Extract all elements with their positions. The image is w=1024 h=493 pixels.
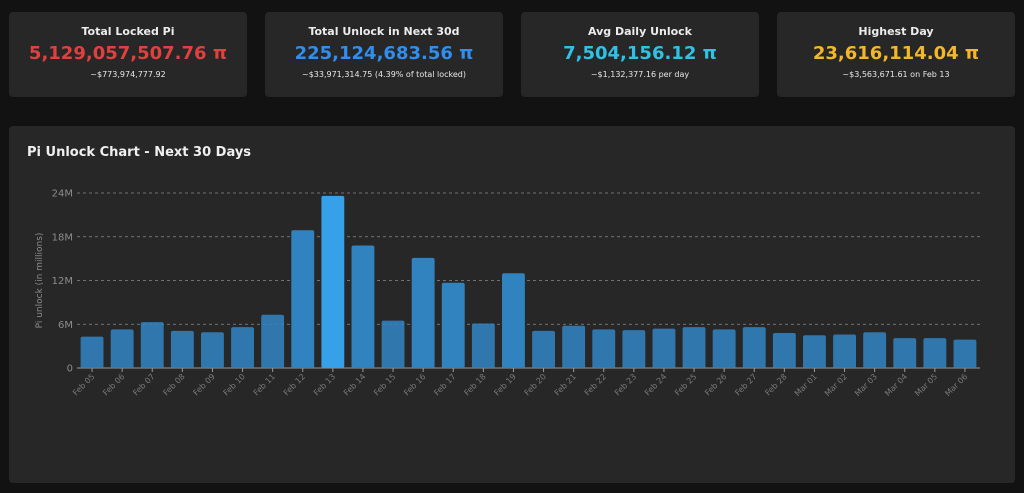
x-tick-label: Feb 26 bbox=[703, 372, 728, 397]
stats-row: Total Locked Pi 5,129,057,507.76 π ~$773… bbox=[9, 12, 1015, 97]
bar bbox=[140, 322, 164, 368]
x-tick-label: Feb 21 bbox=[553, 372, 578, 397]
x-tick-label: Feb 19 bbox=[492, 372, 517, 397]
x-tick-label: Mar 02 bbox=[823, 372, 849, 398]
x-tick-label: Feb 28 bbox=[763, 372, 788, 397]
stat-subtext: ~$1,132,377.16 per day bbox=[590, 70, 690, 79]
stat-title: Avg Daily Unlock bbox=[587, 25, 693, 38]
bar bbox=[682, 327, 706, 368]
bar bbox=[803, 335, 826, 368]
bar bbox=[953, 339, 977, 368]
y-tick-label: 12M bbox=[52, 276, 73, 287]
chart-panel: Pi Unlock Chart - Next 30 Days 0 6M 12M 18M… bbox=[9, 126, 1015, 483]
x-tick-label: Mar 04 bbox=[883, 372, 909, 398]
bar bbox=[411, 257, 435, 368]
x-tick-label: Feb 14 bbox=[342, 372, 367, 397]
x-tick-label: Feb 25 bbox=[673, 372, 698, 397]
bar bbox=[471, 323, 495, 368]
stat-subtext: ~$3,563,671.61 on Feb 13 bbox=[842, 70, 950, 79]
x-tick-label: Feb 18 bbox=[462, 372, 487, 397]
stat-title: Total Locked Pi bbox=[81, 25, 175, 38]
bar bbox=[321, 195, 345, 368]
x-tick-label: Mar 01 bbox=[793, 372, 819, 398]
x-tick-label: Feb 10 bbox=[222, 372, 247, 397]
x-tick-label: Feb 27 bbox=[733, 372, 758, 397]
x-tick-label: Feb 24 bbox=[643, 372, 668, 397]
bar bbox=[291, 230, 315, 368]
y-axis-label: Pi unlock (in millions) bbox=[35, 233, 45, 329]
y-tick-label: 24M bbox=[52, 189, 73, 200]
x-tick-label: Feb 05 bbox=[71, 372, 96, 397]
stat-value: 225,124,683.56 π bbox=[294, 43, 474, 64]
x-tick-label: Feb 08 bbox=[161, 372, 186, 397]
x-tick-label: Feb 20 bbox=[523, 372, 548, 397]
bar bbox=[441, 282, 465, 368]
x-tick-label: Feb 22 bbox=[583, 372, 608, 397]
bar bbox=[923, 338, 947, 368]
bar bbox=[622, 330, 646, 368]
stat-card-highest-day: Highest Day 23,616,114.04 π ~$3,563,671.… bbox=[777, 12, 1015, 97]
y-tick-label: 6M bbox=[58, 320, 73, 331]
stat-card-total-locked: Total Locked Pi 5,129,057,507.76 π ~$773… bbox=[9, 12, 247, 97]
x-tick-label: Feb 06 bbox=[101, 372, 126, 397]
x-tick-label: Feb 23 bbox=[613, 372, 638, 397]
x-tick-label: Feb 16 bbox=[402, 372, 427, 397]
y-tick-label: 18M bbox=[52, 232, 73, 243]
x-tick-label: Mar 05 bbox=[913, 372, 939, 398]
bar bbox=[893, 338, 917, 368]
bar bbox=[381, 320, 405, 368]
stat-subtext: ~$773,974,777.92 bbox=[90, 70, 166, 79]
bar bbox=[772, 333, 796, 368]
bar bbox=[110, 329, 134, 368]
y-tick-label: 0 bbox=[67, 364, 73, 375]
bar bbox=[833, 334, 856, 368]
bar bbox=[592, 329, 616, 368]
stat-value: 7,504,156.12 π bbox=[563, 43, 717, 64]
unlock-bar-chart: 0 6M 12M 18M 24M Pi unlock (in millions) Feb 0… bbox=[35, 189, 980, 398]
bar bbox=[170, 330, 194, 368]
x-tick-label: Mar 06 bbox=[943, 372, 969, 398]
x-tick-label: Feb 12 bbox=[282, 372, 307, 397]
bar bbox=[863, 332, 887, 368]
x-tick-label: Feb 13 bbox=[312, 372, 337, 397]
chart-title: Pi Unlock Chart - Next 30 Days bbox=[27, 145, 252, 160]
bar bbox=[231, 327, 254, 368]
stat-subtext: ~$33,971,314.75 (4.39% of total locked) bbox=[301, 70, 466, 79]
stat-card-total-unlock-30d: Total Unlock in Next 30d 225,124,683.56 … bbox=[265, 12, 503, 97]
bar bbox=[532, 330, 555, 368]
bar bbox=[742, 327, 766, 368]
bar bbox=[502, 273, 525, 368]
bar bbox=[562, 325, 586, 368]
bar bbox=[80, 336, 104, 368]
bar bbox=[261, 314, 285, 368]
bar bbox=[712, 329, 736, 368]
x-tick-label: Feb 17 bbox=[432, 372, 457, 397]
stat-title: Total Unlock in Next 30d bbox=[308, 25, 460, 38]
stat-value: 23,616,114.04 π bbox=[812, 43, 980, 64]
x-tick-label: Feb 07 bbox=[131, 372, 156, 397]
bar bbox=[652, 328, 676, 368]
x-tick-label: Mar 03 bbox=[853, 372, 879, 398]
x-tick-label: Feb 11 bbox=[252, 372, 277, 397]
x-tick-label: Feb 09 bbox=[191, 372, 216, 397]
bar bbox=[201, 332, 224, 368]
x-tick-label: Feb 15 bbox=[372, 372, 397, 397]
stat-value: 5,129,057,507.76 π bbox=[28, 43, 228, 64]
bar bbox=[351, 245, 375, 368]
stat-card-avg-daily-unlock: Avg Daily Unlock 7,504,156.12 π ~$1,132,… bbox=[521, 12, 759, 97]
stat-title: Highest Day bbox=[858, 25, 934, 38]
